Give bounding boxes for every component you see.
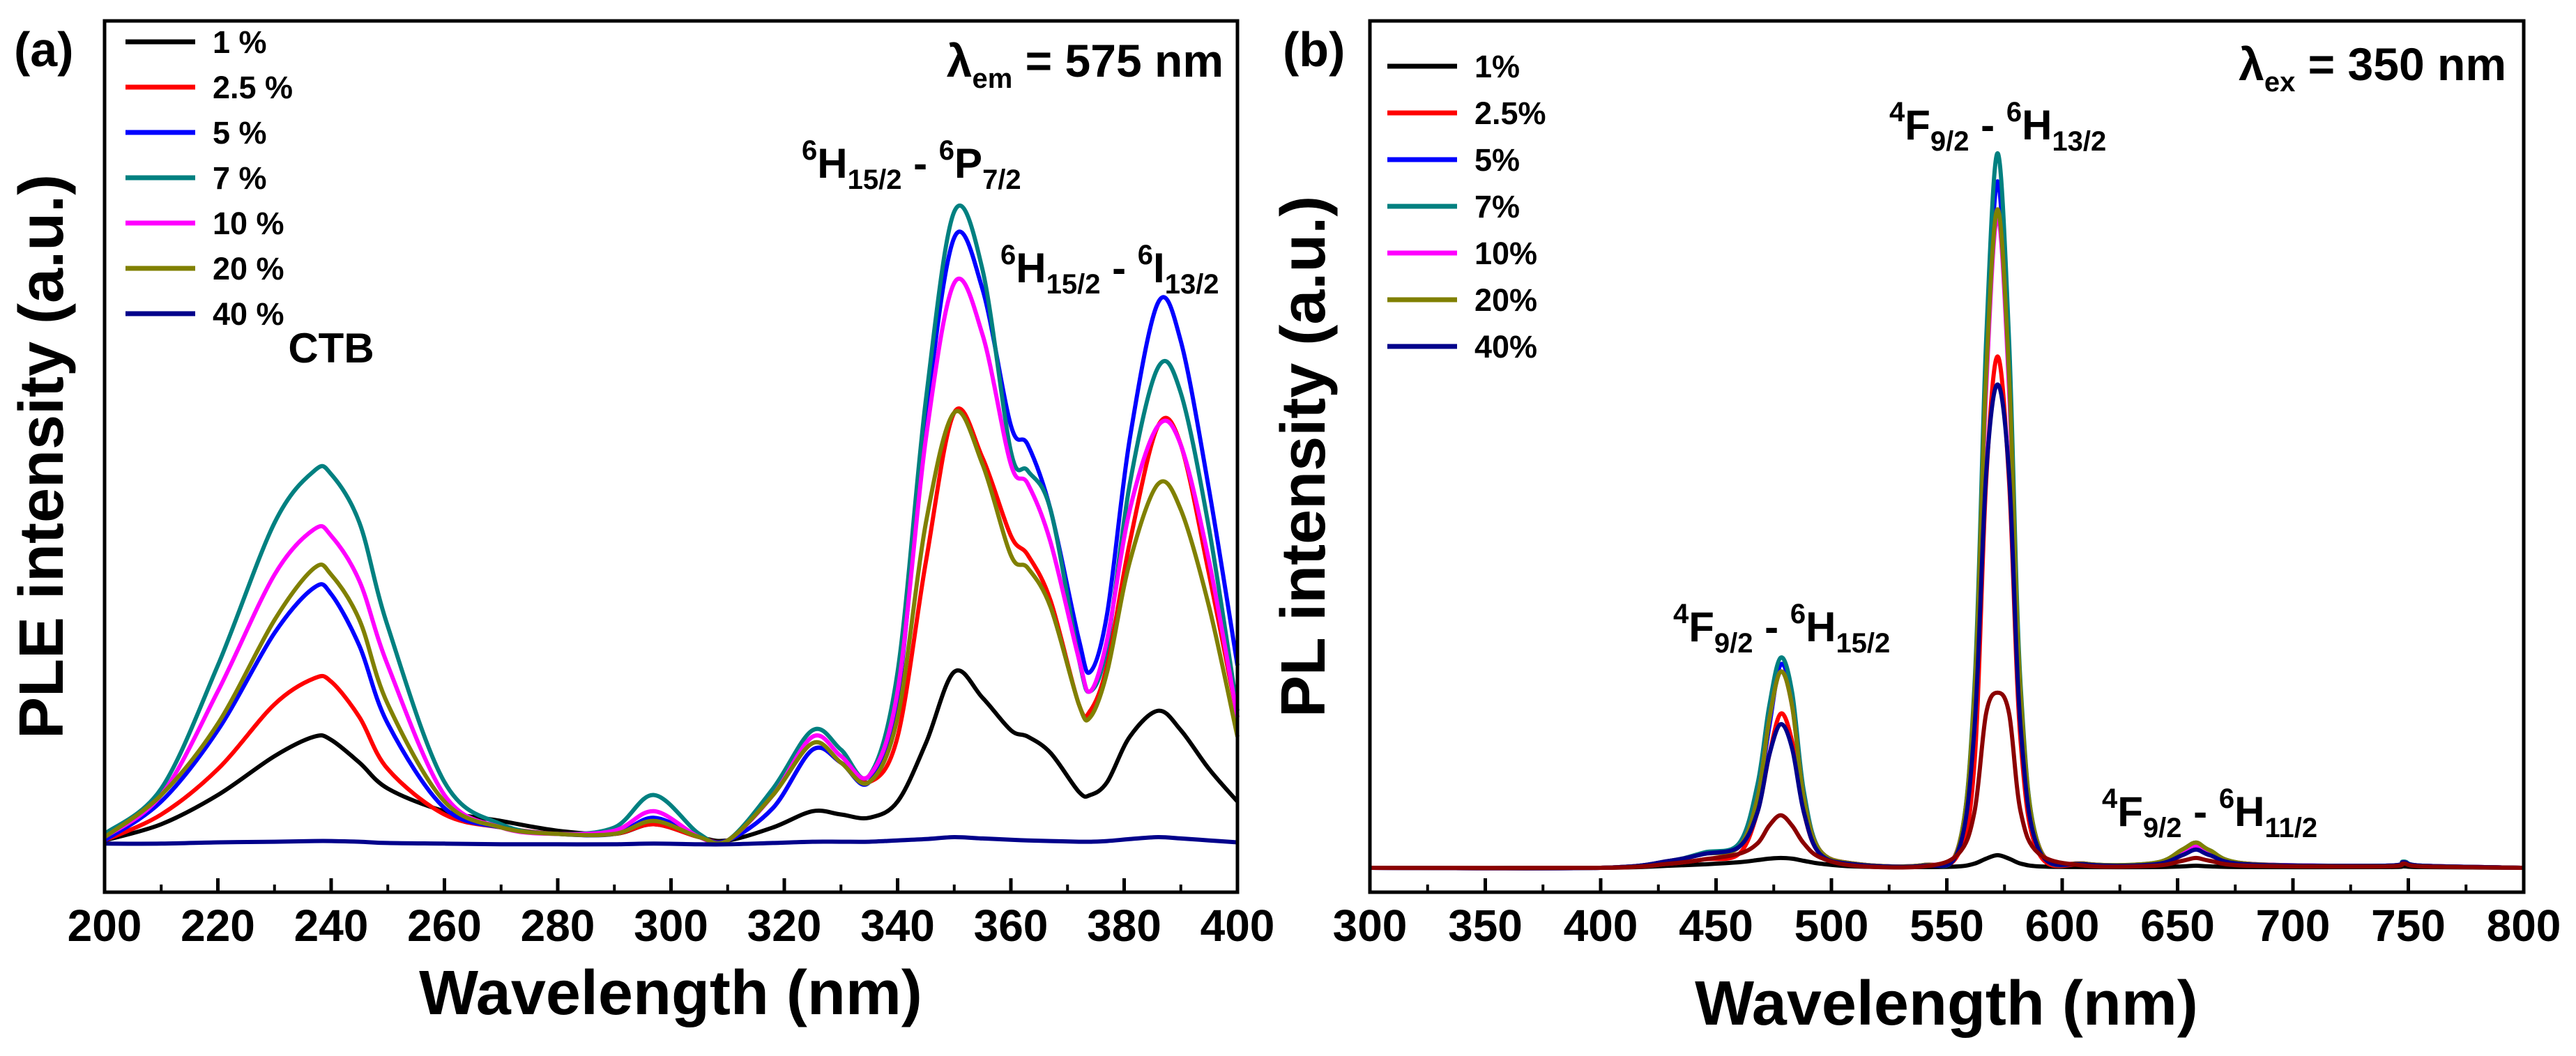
annotation-6h15-6p7: 6H15/2 - 6P7/2 [802, 135, 1021, 195]
panel-a-legend: 1 % 2.5 % 5 % 7 % 10 % 20 % 40 % [125, 24, 293, 332]
panel-b-condition-symbol: λ [2239, 38, 2264, 90]
panel-b-x-tick-label-10: 800 [2487, 901, 2561, 951]
panel-a-ticks: 200 220 240 260 280 300 320 340 360 380 400 [68, 878, 1275, 951]
panel-a-x-axis-title: Wavelength (nm) [419, 958, 922, 1028]
panel-b-legend-label-1: 2.5% [1474, 95, 1546, 131]
panel-a-legend-label-2: 5 % [213, 115, 267, 151]
panel-b-x-tick-label-6: 600 [2025, 901, 2100, 951]
panel-a-x-tick-label-9: 380 [1087, 901, 1161, 951]
panel-a-x-tick-label-1: 220 [181, 901, 255, 951]
panel-a-series-line-6 [104, 834, 1238, 847]
panel-b-series-line-7 [1369, 690, 2524, 871]
panel-b-x-tick-label-9: 750 [2371, 901, 2446, 951]
panel-b-legend-label-0: 1% [1474, 49, 1520, 84]
panel-a-legend-label-6: 40 % [213, 296, 284, 332]
panel-b-condition-value: = 350 nm [2295, 38, 2506, 90]
panel-a-x-tick-label-6: 320 [747, 901, 822, 951]
panel-a-legend-label-0: 1 % [213, 24, 267, 60]
panel-a-plot-frame [102, 19, 1240, 894]
panel-a-condition-sub: em [973, 63, 1013, 94]
panel-b-x-tick-label-8: 700 [2256, 901, 2331, 951]
panel-a-series-line-0 [104, 668, 1240, 843]
annotation-ctb: CTB [288, 325, 374, 372]
panel-b: (b) 300 350 400 450 500 550 600 650 700 750 800 Wa… [1269, 19, 2561, 1039]
panel-a-x-tick-label-4: 280 [521, 901, 595, 951]
panel-a-condition-value: = 575 nm [1012, 35, 1224, 86]
annotation-6h15-6i13: 6H15/2 - 6I13/2 [1000, 240, 1219, 300]
panel-a: (a) 200 220 240 260 280 300 320 340 360 380 400 Wa… [7, 19, 1275, 1028]
panel-a-x-tick-label-0: 200 [68, 901, 142, 951]
panel-b-x-tick-label-4: 500 [1794, 901, 1869, 951]
panel-b-label: (b) [1283, 22, 1345, 77]
panel-b-x-tick-label-3: 450 [1679, 901, 1753, 951]
panel-a-x-tick-label-8: 360 [974, 901, 1049, 951]
panel-b-ticks: 300 350 400 450 500 550 600 650 700 750 800 [1333, 878, 2561, 951]
panel-b-condition: λex = 350 nm [2239, 38, 2506, 98]
panel-a-x-tick-label-2: 240 [294, 901, 369, 951]
panel-a-x-tick-label-5: 300 [634, 901, 708, 951]
panel-b-series-line-3 [1369, 151, 2524, 871]
panel-a-legend-label-1: 2.5 % [213, 70, 293, 105]
panel-a-y-axis-title: PLE intensity (a.u.) [7, 174, 77, 739]
annotation-4f9-6h11: 4F9/2 - 6H11/2 [2102, 783, 2317, 843]
annotation-4f9-6h13: 4F9/2 - 6H13/2 [1889, 97, 2106, 157]
panel-a-label: (a) [14, 22, 74, 77]
panel-b-legend-label-6: 40% [1474, 329, 1537, 365]
panel-b-series-line-1 [1369, 354, 2524, 871]
panel-a-series-line-4 [103, 276, 1240, 846]
panel-a-legend-label-5: 20 % [213, 251, 284, 286]
panel-b-legend-label-3: 7% [1474, 189, 1520, 224]
panel-b-y-axis-title: PL intensity (a.u.) [1269, 196, 1339, 717]
panel-b-legend: 1% 2.5% 5% 7% 10% 20% 40% [1387, 49, 1546, 365]
panel-a-x-tick-label-7: 340 [860, 901, 935, 951]
panel-a-condition: λem = 575 nm [947, 35, 1224, 94]
panel-a-legend-label-4: 10 % [213, 206, 284, 241]
panel-b-x-tick-label-2: 400 [1564, 901, 1638, 951]
panel-b-series [1369, 151, 2524, 871]
panel-b-legend-label-4: 10% [1474, 236, 1537, 271]
panel-b-series-line-5 [1369, 207, 2524, 871]
panel-b-legend-label-5: 20% [1474, 282, 1537, 318]
panel-a-series [103, 204, 1240, 847]
panel-a-legend-label-3: 7 % [213, 160, 267, 196]
panel-b-x-tick-label-5: 550 [1910, 901, 1984, 951]
annotation-4f9-6h15: 4F9/2 - 6H15/2 [1673, 599, 1890, 659]
panel-b-series-line-2 [1369, 179, 2524, 871]
panel-b-x-axis-title: Wavelength (nm) [1695, 969, 2198, 1039]
panel-a-series-line-5 [103, 408, 1240, 845]
panel-b-series-line-6 [1369, 382, 2524, 871]
panel-b-x-tick-label-1: 350 [1448, 901, 1523, 951]
panel-a-x-tick-label-10: 400 [1201, 901, 1275, 951]
panel-a-x-tick-label-3: 260 [407, 901, 482, 951]
panel-b-condition-sub: ex [2264, 67, 2296, 98]
panel-a-condition-symbol: λ [947, 35, 973, 86]
panel-b-legend-label-2: 5% [1474, 142, 1520, 178]
panel-b-x-tick-label-7: 650 [2140, 901, 2215, 951]
panel-b-series-line-4 [1369, 214, 2524, 871]
panel-b-x-tick-label-0: 300 [1333, 901, 1408, 951]
